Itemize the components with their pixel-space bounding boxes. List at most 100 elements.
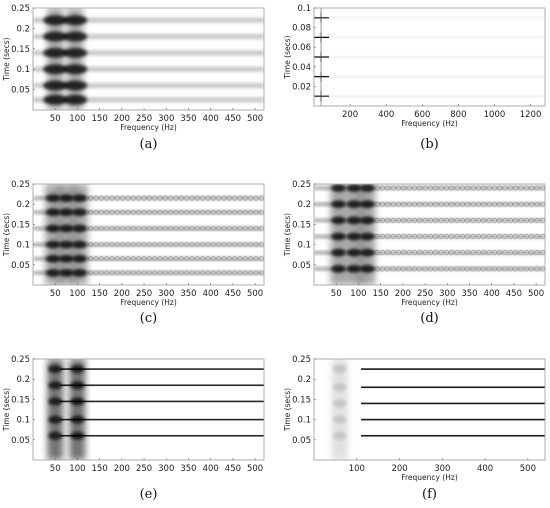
texture-dot bbox=[459, 185, 465, 191]
x-tick-label: 350 bbox=[461, 289, 477, 299]
hot-spot bbox=[43, 15, 68, 26]
texture-dot bbox=[189, 270, 195, 276]
x-tick-label: 300 bbox=[158, 464, 174, 474]
texture-dot bbox=[189, 209, 195, 215]
x-tick-label: 450 bbox=[506, 289, 522, 299]
texture-dot bbox=[523, 201, 529, 207]
hot-spot bbox=[360, 264, 375, 273]
texture-dot bbox=[130, 225, 136, 231]
texture-dot bbox=[539, 217, 545, 223]
x-tick-label: 300 bbox=[434, 464, 450, 474]
texture-dot bbox=[465, 185, 471, 191]
x-tick-label: 200 bbox=[395, 289, 411, 299]
texture-dot bbox=[125, 256, 131, 262]
texture-dot bbox=[502, 217, 508, 223]
event-band bbox=[33, 256, 264, 261]
texture-dot bbox=[401, 266, 407, 272]
x-tick-label: 450 bbox=[225, 289, 241, 299]
texture-dot bbox=[189, 256, 195, 262]
texture-dot bbox=[178, 242, 184, 248]
texture-dot bbox=[232, 270, 238, 276]
texture-dot bbox=[481, 217, 487, 223]
hot-spot bbox=[59, 224, 74, 233]
texture-dot bbox=[465, 250, 471, 256]
texture-dot bbox=[258, 195, 264, 201]
texture-dot bbox=[433, 185, 439, 191]
hot-spot bbox=[45, 240, 60, 249]
texture-dot bbox=[422, 201, 428, 207]
texture-dot bbox=[237, 195, 243, 201]
texture-dot bbox=[417, 234, 423, 240]
texture-dot bbox=[507, 250, 513, 256]
texture-dot bbox=[141, 242, 147, 248]
x-tick-label: 400 bbox=[477, 464, 493, 474]
y-tick-label: 0.15 bbox=[11, 395, 30, 405]
texture-dot bbox=[486, 185, 492, 191]
hot-spot bbox=[331, 200, 346, 209]
texture-dot bbox=[104, 270, 110, 276]
texture-dot bbox=[258, 209, 264, 215]
texture-dot bbox=[507, 185, 513, 191]
texture-dot bbox=[146, 225, 152, 231]
y-axis-label: Time (secs) bbox=[283, 35, 292, 79]
texture-dot bbox=[523, 217, 529, 223]
texture-dot bbox=[411, 217, 417, 223]
texture-dot bbox=[497, 201, 503, 207]
texture-dot bbox=[237, 225, 243, 231]
texture-dot bbox=[529, 185, 535, 191]
texture-dot bbox=[390, 250, 396, 256]
x-tick-label: 250 bbox=[417, 289, 433, 299]
texture-dot bbox=[162, 256, 168, 262]
texture-dot bbox=[491, 250, 497, 256]
texture-dot bbox=[443, 217, 449, 223]
texture-dot bbox=[194, 242, 200, 248]
texture-dot bbox=[481, 234, 487, 240]
texture-dot bbox=[242, 195, 248, 201]
texture-dot bbox=[539, 266, 545, 272]
hot-spot bbox=[48, 381, 63, 390]
texture-dot bbox=[120, 256, 126, 262]
texture-dot bbox=[449, 234, 455, 240]
texture-dot bbox=[136, 256, 142, 262]
texture-dot bbox=[232, 242, 238, 248]
texture-dot bbox=[465, 234, 471, 240]
texture-dot bbox=[184, 270, 190, 276]
hot-spot bbox=[43, 94, 68, 105]
texture-dot bbox=[130, 195, 136, 201]
texture-dot bbox=[221, 270, 227, 276]
texture-dot bbox=[449, 185, 455, 191]
y-tick-label: 0.15 bbox=[11, 45, 30, 55]
x-tick-label: 250 bbox=[136, 464, 152, 474]
hot-spot bbox=[63, 47, 88, 58]
texture-dot bbox=[152, 225, 158, 231]
hot-spot bbox=[43, 64, 68, 75]
y-tick-label: 0.15 bbox=[292, 395, 311, 405]
event-band bbox=[314, 218, 545, 223]
x-tick-label: 450 bbox=[225, 464, 241, 474]
texture-dot bbox=[433, 201, 439, 207]
texture-dot bbox=[497, 266, 503, 272]
texture-dot bbox=[162, 242, 168, 248]
texture-dot bbox=[385, 217, 391, 223]
plot-background bbox=[33, 359, 264, 460]
texture-dot bbox=[146, 256, 152, 262]
texture-dot bbox=[98, 242, 104, 248]
hot-spot bbox=[331, 216, 346, 225]
texture-dot bbox=[216, 256, 222, 262]
spectrogram-content bbox=[33, 8, 264, 110]
hot-spot bbox=[360, 184, 375, 193]
y-tick-label: 0.15 bbox=[11, 220, 30, 230]
texture-dot bbox=[491, 201, 497, 207]
spectrogram-content bbox=[47, 359, 264, 460]
texture-dot bbox=[406, 201, 412, 207]
panel-b: 200 400 600 800 1000 1200 0.02 0.04 0.06 0.08 0.1 F… bbox=[283, 4, 546, 152]
texture-dot bbox=[168, 209, 174, 215]
texture-dot bbox=[210, 256, 216, 262]
texture-dot bbox=[248, 242, 254, 248]
texture-dot bbox=[401, 250, 407, 256]
texture-dot bbox=[98, 225, 104, 231]
texture-dot bbox=[539, 185, 545, 191]
texture-dot bbox=[539, 201, 545, 207]
texture-dot bbox=[401, 234, 407, 240]
texture-dot bbox=[109, 256, 115, 262]
